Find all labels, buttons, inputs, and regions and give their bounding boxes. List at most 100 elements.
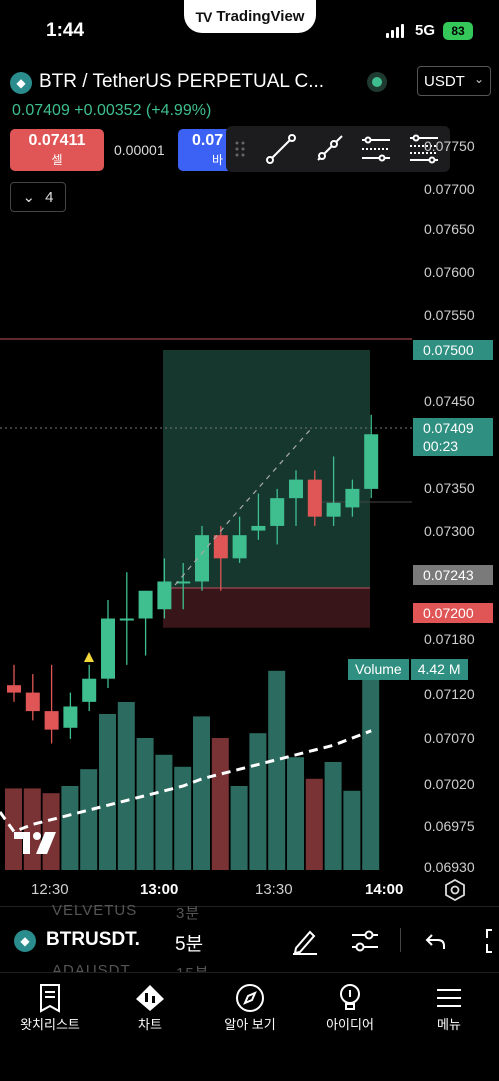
market-open-icon bbox=[367, 72, 387, 92]
symbol-logo-icon: ◆ bbox=[10, 72, 32, 94]
battery-icon: 83 bbox=[443, 22, 473, 40]
candle-body bbox=[119, 618, 134, 621]
volume-bar bbox=[117, 702, 135, 870]
position-profit-zone bbox=[163, 350, 370, 588]
nav-menu[interactable]: 메뉴 bbox=[399, 982, 499, 1033]
toolbar-divider bbox=[400, 928, 401, 952]
menu-icon bbox=[437, 989, 461, 1007]
volume-bar bbox=[23, 788, 41, 870]
volume-bar bbox=[61, 786, 79, 870]
entry-price-label: 0.07243 bbox=[413, 565, 493, 585]
price-tick: 0.07750 bbox=[424, 138, 475, 154]
divider bbox=[0, 906, 499, 907]
candle-body bbox=[307, 479, 322, 517]
watchlist-icon bbox=[40, 984, 60, 1013]
interval-selector[interactable]: 5분 bbox=[175, 934, 204, 955]
chevron-down-icon: ⌄ bbox=[473, 72, 484, 86]
candle-body bbox=[44, 711, 59, 730]
candle-body bbox=[364, 434, 379, 489]
candle-body bbox=[232, 535, 247, 559]
last-price-label: 0.07409 00:23 bbox=[413, 418, 493, 456]
volume-value: 4.42 M bbox=[410, 659, 468, 680]
nav-chart[interactable]: 차트 bbox=[100, 982, 200, 1033]
candle-body bbox=[195, 535, 209, 582]
time-label-1230: 12:30 bbox=[31, 881, 69, 898]
volume-bar bbox=[174, 766, 192, 870]
volume-legend: Volume 4.42 M bbox=[348, 659, 468, 680]
price-tick: 0.07180 bbox=[424, 631, 475, 647]
volume-bar bbox=[80, 769, 98, 870]
volume-bar bbox=[211, 738, 229, 870]
price-tick: 0.07600 bbox=[424, 264, 475, 280]
nav-label: 왓치리스트 bbox=[20, 1017, 80, 1032]
price-tick: 0.07450 bbox=[424, 393, 475, 409]
candle-body bbox=[289, 479, 303, 499]
volume-title: Volume bbox=[348, 659, 409, 680]
volume-bar bbox=[343, 790, 361, 870]
ghost-symbol-top: VELVETUS bbox=[52, 902, 138, 919]
volume-bar bbox=[362, 661, 380, 870]
volume-ma-line bbox=[0, 729, 372, 834]
candle-body bbox=[101, 618, 115, 679]
sell-button[interactable]: 0.07411 셀 bbox=[10, 129, 104, 171]
indicators-settings-icon[interactable] bbox=[350, 928, 380, 954]
candle-body bbox=[25, 692, 40, 712]
price-tick: 0.07300 bbox=[424, 523, 475, 539]
stop-price-label: 0.07200 bbox=[413, 603, 493, 623]
tradingview-watermark-icon bbox=[14, 832, 56, 854]
nav-label: 아이디어 bbox=[326, 1017, 374, 1032]
buy-price: 0.07 bbox=[192, 132, 224, 149]
volume-bar bbox=[324, 762, 342, 870]
indicator-count: 4 bbox=[45, 188, 54, 206]
candle-body bbox=[7, 685, 21, 693]
bottom-symbol-logo-icon: ◆ bbox=[14, 930, 36, 952]
price-tick: 0.07020 bbox=[424, 776, 475, 792]
candle-body bbox=[176, 581, 191, 584]
nav-explore[interactable]: 알아 보기 bbox=[200, 982, 300, 1033]
undo-icon[interactable] bbox=[424, 930, 448, 952]
price-change: 0.07409 +0.00352 (+4.99%) bbox=[12, 102, 212, 119]
pen-icon[interactable] bbox=[290, 926, 320, 956]
parallel-channel-icon bbox=[362, 136, 390, 162]
position-loss-zone bbox=[163, 587, 370, 628]
volume-bar bbox=[305, 778, 323, 870]
chart-icon bbox=[136, 985, 164, 1011]
sell-label: 셀 bbox=[51, 153, 63, 167]
volume-bar bbox=[155, 754, 173, 870]
candle-body bbox=[251, 525, 266, 531]
price-tick: 0.07650 bbox=[424, 221, 475, 237]
nav-label: 알아 보기 bbox=[224, 1017, 276, 1032]
bottom-symbol[interactable]: BTRUSDT. bbox=[46, 929, 140, 950]
brand-pill: TV TradingView bbox=[184, 0, 316, 33]
nav-ideas[interactable]: 아이디어 bbox=[300, 982, 400, 1033]
sell-price: 0.07411 bbox=[28, 132, 86, 149]
fullscreen-icon[interactable] bbox=[482, 928, 499, 954]
drawing-toolbar bbox=[226, 126, 450, 172]
fib-retracement-icon bbox=[410, 134, 438, 164]
currency-value: USDT bbox=[424, 72, 465, 90]
chart-settings-icon[interactable] bbox=[444, 879, 466, 901]
buy-label: 바 bbox=[212, 153, 224, 167]
volume-bar bbox=[136, 738, 154, 870]
candle-body bbox=[213, 535, 228, 559]
candle-body bbox=[157, 581, 172, 610]
price-tick: 0.06930 bbox=[424, 859, 475, 875]
nav-watchlist[interactable]: 왓치리스트 bbox=[0, 982, 100, 1033]
signal-marker-icon bbox=[84, 652, 94, 662]
ghost-interval-top: 3분 bbox=[176, 905, 201, 922]
nav-label: 차트 bbox=[138, 1017, 162, 1032]
indicators-toggle[interactable]: ⌄ 4 bbox=[10, 182, 66, 212]
volume-bar bbox=[99, 714, 116, 870]
volume-bar bbox=[249, 733, 267, 870]
candle-body bbox=[82, 678, 97, 702]
buy-button[interactable]: 0.07 바 bbox=[178, 129, 228, 171]
currency-select[interactable]: USDT ⌄ bbox=[417, 66, 491, 96]
candle-body bbox=[270, 498, 285, 526]
drawing-toolbar-icons bbox=[235, 134, 438, 164]
trend-line-icon bbox=[266, 134, 296, 164]
price-tick: 0.07350 bbox=[424, 480, 475, 496]
symbol-title[interactable]: BTR / TetherUS PERPETUAL C... bbox=[39, 71, 325, 92]
time-label-1330: 13:30 bbox=[255, 881, 293, 898]
nav-label: 메뉴 bbox=[437, 1017, 461, 1032]
